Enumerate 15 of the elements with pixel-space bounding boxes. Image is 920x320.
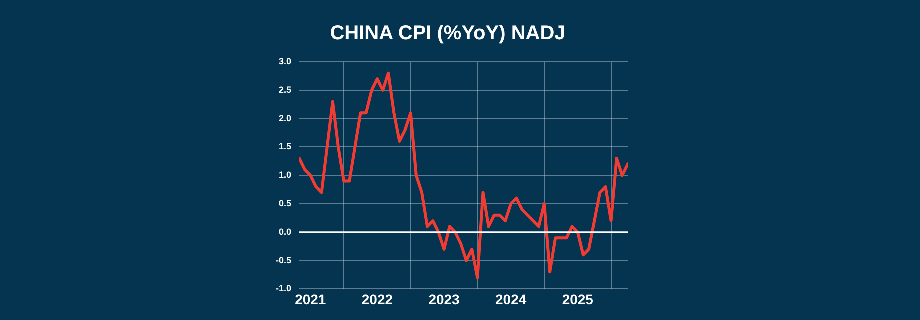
y-tick-label: 1.0 bbox=[278, 170, 292, 180]
chart-title: CHINA CPI (%YoY) NADJ bbox=[330, 22, 566, 45]
x-tick-label: 2025 bbox=[562, 291, 594, 308]
y-tick-label: 0.0 bbox=[278, 226, 292, 237]
y-tick-label: 3.0 bbox=[278, 56, 292, 66]
y-tick-label: -1.0 bbox=[276, 284, 292, 294]
y-tick-label: -0.5 bbox=[276, 255, 292, 266]
x-tick-label: 2024 bbox=[496, 291, 527, 308]
x-tick-label: 2022 bbox=[362, 291, 394, 308]
y-tick-label: 2.5 bbox=[278, 84, 292, 95]
y-tick-label: 0.5 bbox=[278, 198, 292, 208]
y-tick-label: 2.0 bbox=[278, 113, 292, 124]
x-tick-label: 2021 bbox=[295, 291, 326, 308]
x-tick-label: 2023 bbox=[428, 291, 460, 308]
y-tick-label: 1.5 bbox=[278, 142, 292, 152]
